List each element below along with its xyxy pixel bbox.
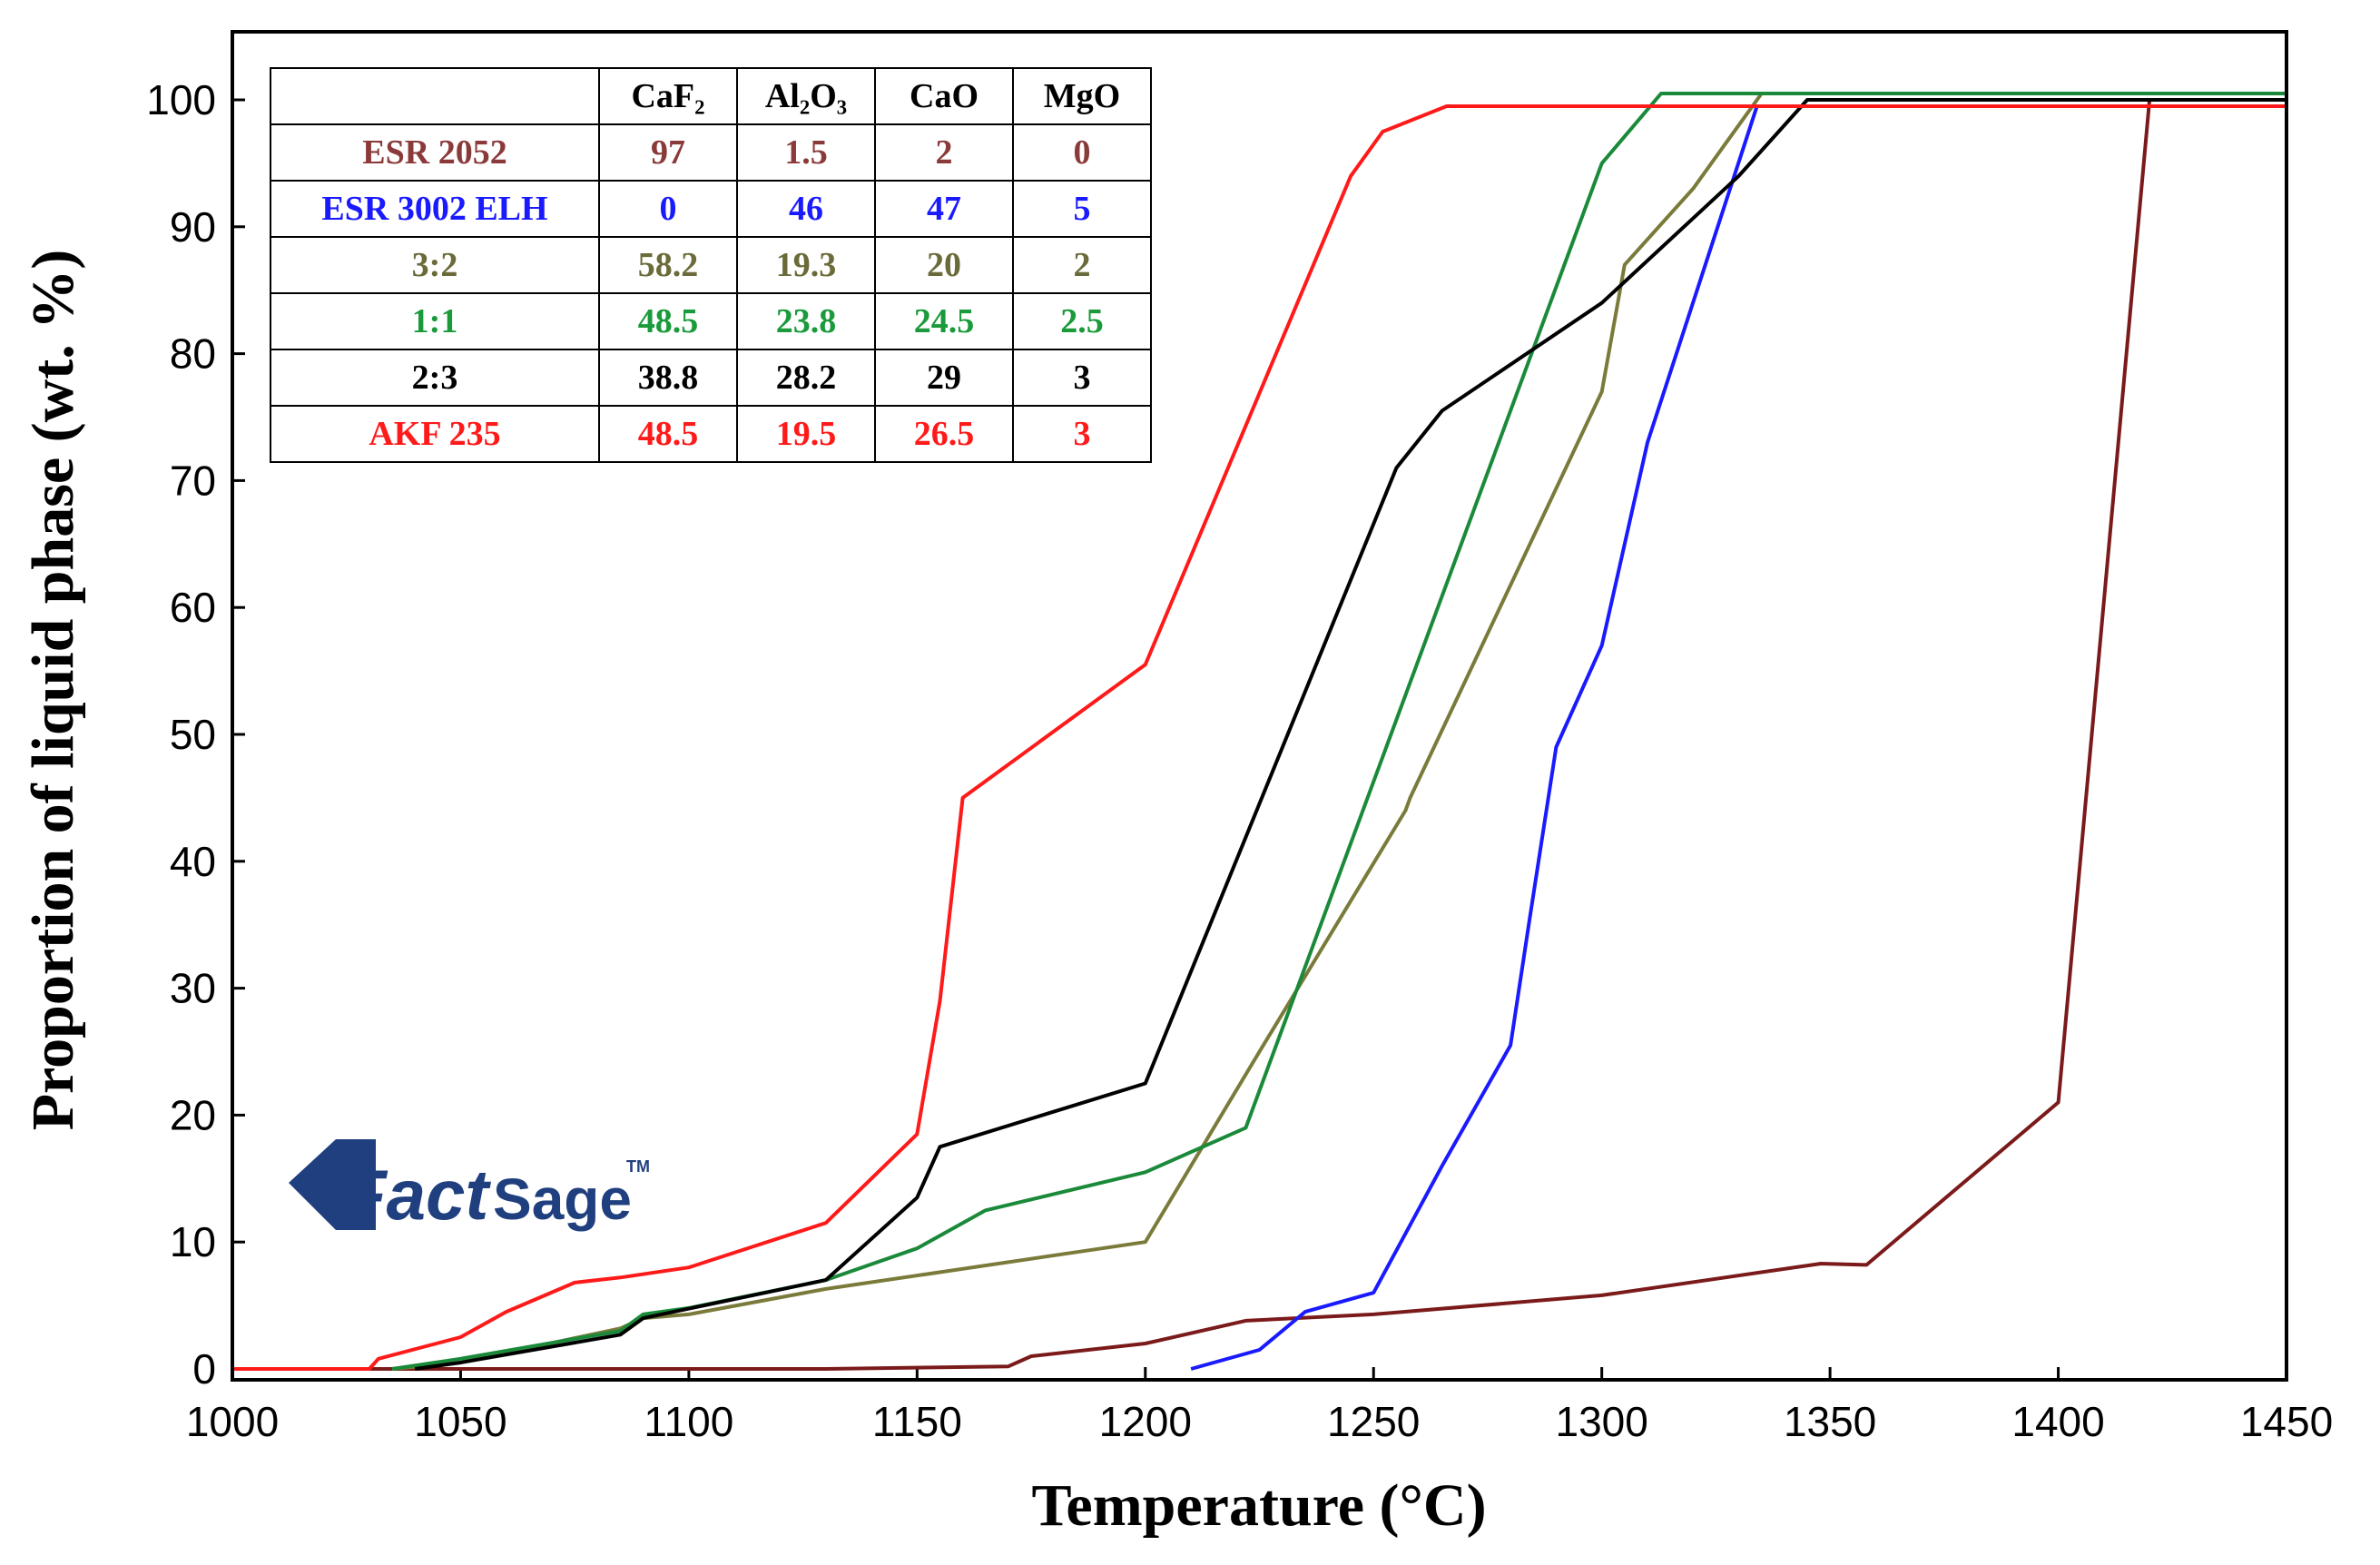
legend-row-value: 0 xyxy=(598,180,738,238)
header-cao: CaO xyxy=(874,67,1014,125)
x-tick-label: 1400 xyxy=(2011,1398,2104,1445)
legend-row-value: 46 xyxy=(736,180,876,238)
legend-row-name: 3:2 xyxy=(270,236,600,294)
legend-row-value: 5 xyxy=(1012,180,1152,238)
header-al2o3: Al₂O₃ xyxy=(736,67,876,125)
legend-row: 2:3 38.8 28.2 29 3 xyxy=(270,349,1152,407)
legend-corner xyxy=(270,67,600,125)
y-tick-label: 10 xyxy=(170,1218,216,1265)
y-tick-label: 50 xyxy=(170,711,216,758)
y-tick-label: 100 xyxy=(146,76,216,123)
x-tick-label: 1100 xyxy=(644,1398,733,1445)
y-tick-label: 60 xyxy=(170,584,216,631)
series-line-1-1 xyxy=(391,92,2287,1371)
legend-row-value: 20 xyxy=(874,236,1014,294)
header-caf2: CaF₂ xyxy=(598,67,738,125)
x-tick-label: 1150 xyxy=(872,1398,962,1445)
y-axis-title: Proportion of liquid phase (wt. %) xyxy=(20,250,86,1131)
legend-row-name: 1:1 xyxy=(270,292,600,350)
legend-row-value: 2 xyxy=(1012,236,1152,294)
x-tick-label: 1250 xyxy=(1327,1398,1420,1445)
x-tick-label: 1350 xyxy=(1784,1398,1876,1445)
legend-row: ESR 2052 97 1.5 2 0 xyxy=(270,123,1152,182)
legend-row-value: 23.8 xyxy=(736,292,876,350)
legend-row-value: 48.5 xyxy=(598,292,738,350)
y-tick-label: 30 xyxy=(170,965,216,1012)
legend-row-value: 0 xyxy=(1012,123,1152,182)
legend-row: 3:2 58.2 19.3 20 2 xyxy=(270,236,1152,294)
legend-row-value: 2.5 xyxy=(1012,292,1152,350)
series-line-esr-3002-elh xyxy=(1190,104,2287,1371)
legend-row: 1:1 48.5 23.8 24.5 2.5 xyxy=(270,292,1152,350)
logo-tm-text: TM xyxy=(626,1157,650,1176)
legend-row-value: 19.3 xyxy=(736,236,876,294)
y-tick-label: 40 xyxy=(170,838,216,885)
legend-row-value: 29 xyxy=(874,349,1014,407)
x-tick-label: 1050 xyxy=(414,1398,506,1445)
logo-arrow-shape xyxy=(289,1139,376,1230)
logo-sage-text: Sage xyxy=(493,1166,632,1232)
x-tick-label: 1450 xyxy=(2240,1398,2333,1445)
legend-row-value: 58.2 xyxy=(598,236,738,294)
y-tick-label: 0 xyxy=(192,1345,216,1393)
legend-row-value: 28.2 xyxy=(736,349,876,407)
legend-row-value: 48.5 xyxy=(598,405,738,463)
legend-row-value: 3 xyxy=(1012,405,1152,463)
legend-row-value: 26.5 xyxy=(874,405,1014,463)
header-mgo: MgO xyxy=(1012,67,1152,125)
tick-labels: 1000 1050 1100 1150 1200 1250 1300 1350 1400 1450… xyxy=(146,76,2333,1445)
plot-frame xyxy=(231,30,2288,1382)
legend-row-value: 2 xyxy=(874,123,1014,182)
legend-row-name: 2:3 xyxy=(270,349,600,407)
x-tick-label: 1200 xyxy=(1099,1398,1192,1445)
y-tick-label: 70 xyxy=(170,457,216,504)
legend-row-name: ESR 2052 xyxy=(270,123,600,182)
legend-row-name: AKF 235 xyxy=(270,405,600,463)
legend-row: ESR 3002 ELH 0 46 47 5 xyxy=(270,180,1152,238)
legend-row-value: 3 xyxy=(1012,349,1152,407)
y-tick-label: 20 xyxy=(170,1091,216,1138)
legend-row-value: 19.5 xyxy=(736,405,876,463)
x-axis-title: Temperature (°C) xyxy=(1031,1472,1486,1539)
legend-row-value: 47 xyxy=(874,180,1014,238)
series-line-2-3 xyxy=(414,98,2287,1371)
legend-row-value: 97 xyxy=(598,123,738,182)
x-tick-label: 1000 xyxy=(186,1398,279,1445)
series-line-esr-2052 xyxy=(232,98,2287,1371)
legend-table: CaF₂ Al₂O₃ CaO MgO ESR 2052 97 1.5 2 0 ESR 30… xyxy=(270,67,1152,463)
legend-row: AKF 235 48.5 19.5 26.5 3 xyxy=(270,405,1152,463)
series-lines xyxy=(232,92,2287,1371)
legend-row-name: ESR 3002 ELH xyxy=(270,180,600,238)
factsage-logo: Fact Sage TM xyxy=(289,1139,650,1235)
legend-row-value: 24.5 xyxy=(874,292,1014,350)
legend-header-row: CaF₂ Al₂O₃ CaO MgO xyxy=(270,67,1152,125)
y-tick-label: 90 xyxy=(170,203,216,251)
series-line-akf-235 xyxy=(232,104,2287,1371)
x-tick-label: 1300 xyxy=(1555,1398,1647,1445)
legend-row-value: 1.5 xyxy=(736,123,876,182)
legend-row-value: 38.8 xyxy=(598,349,738,407)
logo-fact-text: Fact xyxy=(343,1155,491,1235)
y-tick-label: 80 xyxy=(170,330,216,378)
